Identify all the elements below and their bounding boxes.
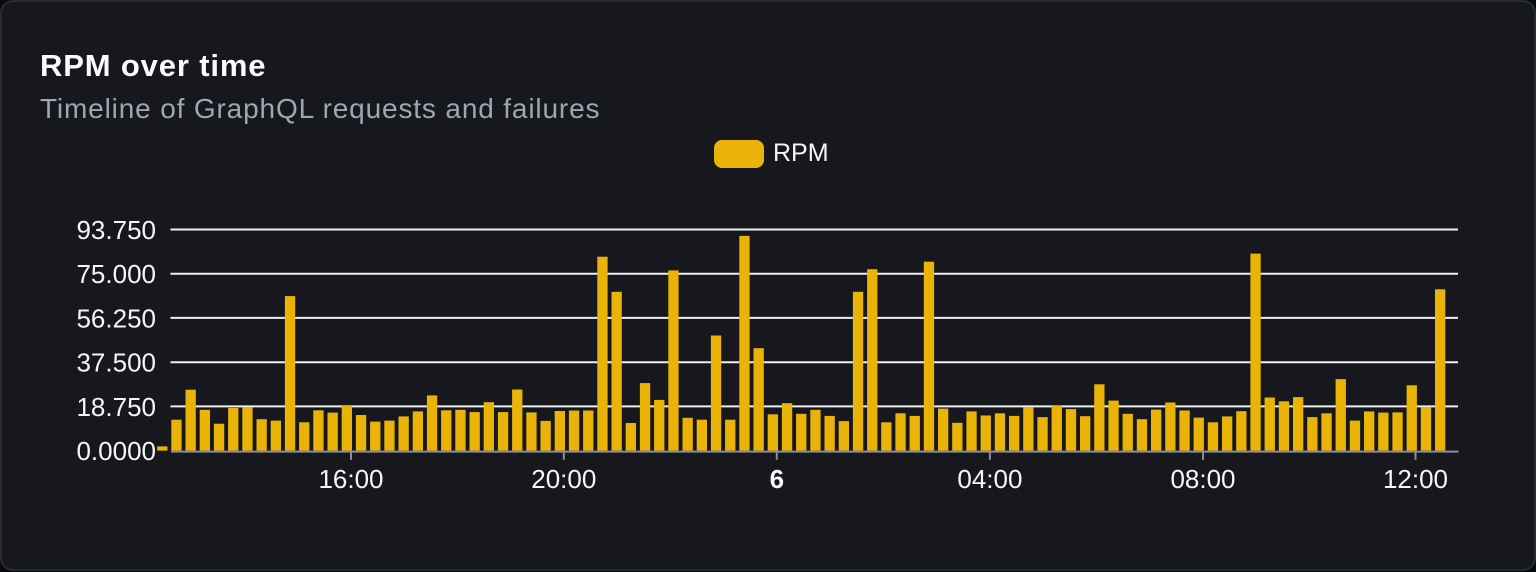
svg-text:37.500: 37.500 (76, 348, 156, 378)
svg-text:16:00: 16:00 (318, 464, 383, 494)
svg-text:08:00: 08:00 (1170, 464, 1235, 494)
svg-text:93.750: 93.750 (76, 215, 156, 245)
svg-text:75.000: 75.000 (76, 259, 156, 289)
svg-text:12:00: 12:00 (1383, 464, 1448, 494)
svg-text:56.250: 56.250 (76, 303, 156, 333)
svg-text:6: 6 (770, 464, 784, 494)
svg-text:20:00: 20:00 (531, 464, 596, 494)
svg-text:04:00: 04:00 (957, 464, 1022, 494)
svg-text:0.0000: 0.0000 (76, 436, 156, 466)
svg-text:18.750: 18.750 (76, 392, 156, 422)
